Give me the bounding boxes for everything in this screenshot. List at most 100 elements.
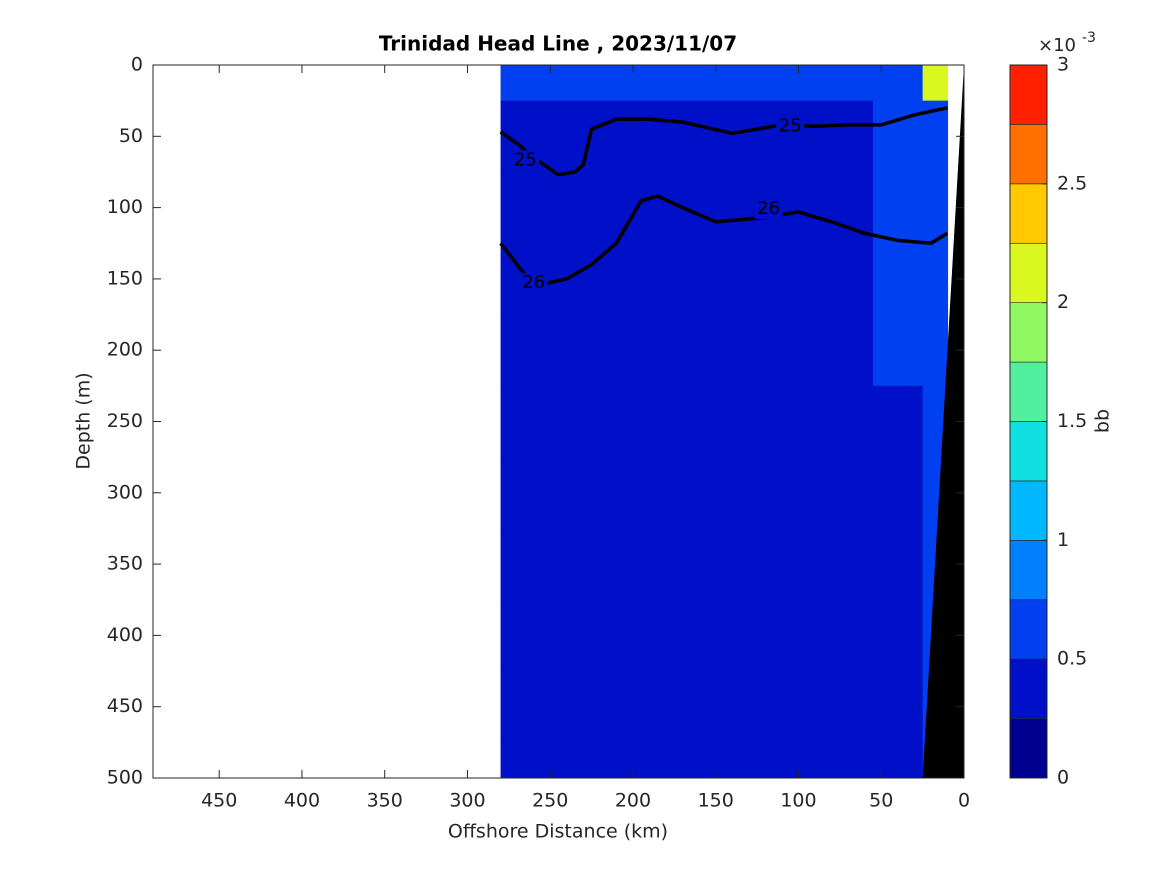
cell: [724, 243, 775, 316]
cell: [922, 171, 949, 244]
contour-label-bg: [776, 116, 805, 137]
cell: [500, 171, 526, 244]
contour-label: 25: [779, 115, 802, 136]
y-axis-label: Depth (m): [73, 372, 95, 469]
x-tick-label: 450: [201, 790, 237, 812]
cell: [575, 742, 626, 778]
contour-label-bg: [511, 150, 540, 171]
y-tick-label: 200: [107, 339, 143, 361]
y-tick-label: 50: [119, 125, 143, 147]
cell: [724, 385, 775, 458]
cell: [500, 671, 526, 743]
x-tick-label: 300: [449, 790, 485, 812]
y-tick-label: 300: [107, 481, 143, 503]
y-tick-label: 350: [107, 553, 143, 575]
x-tick-label: 150: [698, 790, 734, 812]
contour-label: 25: [514, 150, 537, 171]
cell: [575, 457, 626, 530]
cell: [624, 100, 675, 173]
cell: [525, 171, 576, 244]
y-tick-label: 250: [107, 410, 143, 432]
cell: [525, 599, 576, 672]
colorbar-swatch: [1009, 183, 1048, 244]
plot-area: 25 25 26 26: [499, 65, 964, 778]
cell: [500, 314, 526, 387]
contour-label: 26: [757, 198, 780, 219]
cell: [724, 671, 775, 743]
cell: [500, 742, 526, 778]
cell: [624, 671, 675, 743]
cell: [624, 385, 675, 458]
cell: [500, 528, 526, 601]
cell: [823, 742, 874, 778]
cell: [724, 314, 775, 387]
cell: [500, 65, 526, 102]
colorbar-swatch: [1009, 361, 1048, 422]
y-tick-label: 0: [131, 54, 143, 76]
cell: [500, 385, 526, 458]
colorbar-label: bb: [1092, 409, 1114, 433]
colorbar-swatch: [1009, 540, 1048, 601]
cell: [872, 528, 924, 601]
y-tick-label: 100: [107, 196, 143, 218]
chart-title: Trinidad Head Line , 2023/11/07: [379, 32, 737, 56]
cell: [872, 65, 924, 102]
cell: [575, 528, 626, 601]
contour-label-bg: [519, 273, 548, 294]
colorbar-swatch: [1009, 658, 1048, 719]
cell: [922, 314, 949, 387]
cell: [823, 671, 874, 743]
cell: [624, 457, 675, 530]
x-tick-label: 100: [780, 790, 816, 812]
cell: [575, 599, 626, 672]
y-tick-label: 150: [107, 267, 143, 289]
colorbar-swatch: [1009, 242, 1048, 303]
cell: [823, 100, 874, 173]
contour-line: [499, 194, 949, 288]
colorbar-tick-label: 1.5: [1057, 410, 1087, 432]
colorbar-tick-label: 0.5: [1057, 648, 1087, 670]
cell: [624, 742, 675, 778]
cell: [724, 742, 775, 778]
cell: [624, 314, 675, 387]
y-tick-label: 500: [107, 767, 143, 789]
colorbar-tick-label: 0: [1057, 767, 1069, 789]
cell: [773, 599, 824, 672]
cell: [872, 243, 924, 316]
cell: [823, 528, 874, 601]
cell: [525, 671, 576, 743]
x-axis-label: Offshore Distance (km): [448, 821, 668, 843]
cell: [724, 457, 775, 530]
x-tick-label: 400: [284, 790, 320, 812]
colorbar-swatch: [1009, 480, 1048, 541]
cell: [872, 314, 924, 387]
cell: [624, 65, 675, 102]
colorbar-swatch: [1009, 718, 1048, 779]
cell: [575, 314, 626, 387]
cell: [674, 599, 725, 672]
cell: [575, 171, 626, 244]
cell: [674, 528, 725, 601]
cell: [500, 599, 526, 672]
cell: [872, 457, 924, 530]
x-tick-label: 250: [532, 790, 568, 812]
colorbar-swatch: [1009, 64, 1048, 125]
cell: [773, 671, 824, 743]
cell: [575, 65, 626, 102]
cell: [674, 314, 725, 387]
colorbar-tick-label: 3: [1057, 54, 1069, 76]
cell: [724, 65, 775, 102]
cell: [773, 528, 824, 601]
cell: [823, 314, 874, 387]
cell: [674, 385, 725, 458]
cell: [872, 385, 924, 458]
x-tick-label: 200: [615, 790, 651, 812]
contour-label-bg: [754, 199, 783, 220]
cell: [500, 457, 526, 530]
colorbar-scale-exponent: -3: [1082, 30, 1096, 46]
cell: [823, 385, 874, 458]
cell: [773, 100, 824, 173]
cell: [674, 100, 725, 173]
cell: [525, 528, 576, 601]
